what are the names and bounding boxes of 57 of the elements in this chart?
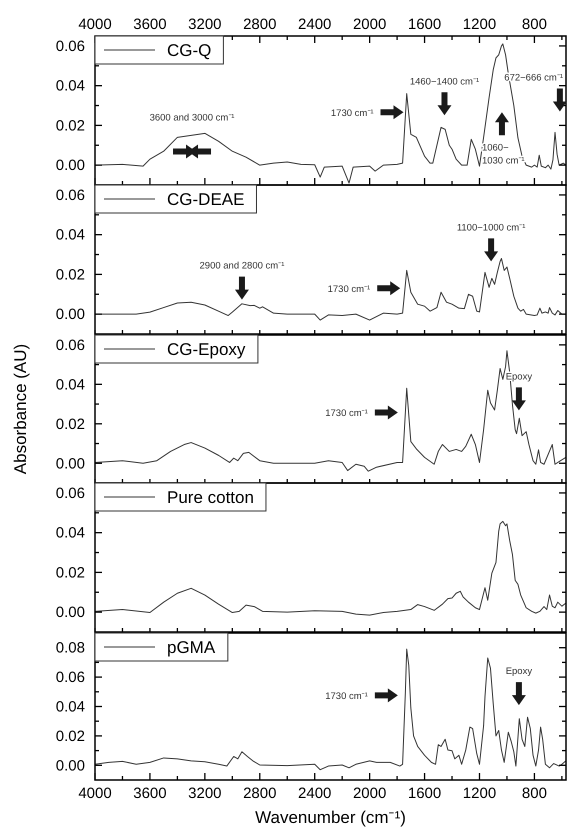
x-tick-label: 4000 [78,16,112,33]
x-tick-label: 800 [522,785,547,802]
y-tick-label: 0.06 [56,669,85,686]
x-tick-label: 3600 [133,785,167,802]
x-tick-label: 1200 [462,16,496,33]
annotation: 3600 and 3000 cm⁻¹ [150,112,234,124]
annotation: Epoxy [506,666,532,678]
line-series [95,520,566,616]
y-tick-label: 0.06 [56,484,85,502]
y-tick-label: 0.06 [56,186,85,204]
y-axis-title: Absorbance (AU) [11,344,30,474]
x-axis-title: Wavenumber (cm⁻¹) [255,808,406,827]
annotation: 1460−1400 cm⁻¹ [410,76,480,88]
y-tick-label: 0.06 [56,38,85,55]
x-tick-label: 3200 [188,785,222,802]
y-tick-label: 0.08 [56,640,85,657]
x-tick-label: 800 [522,16,547,33]
y-tick-label: 0.02 [56,266,85,284]
x-tick-label: 2400 [298,16,332,33]
x-tick-label: 2800 [243,16,276,33]
annotation: 1060−1030 cm⁻¹ [482,142,525,166]
x-tick-label: 4000 [78,785,112,802]
annotation: 1730 cm⁻¹ [330,108,374,119]
annotation: 1730 cm⁻¹ [328,284,370,295]
x-tick-label: 2000 [352,16,386,33]
legend-label: pGMA [167,638,216,657]
y-tick-label: 0.02 [56,117,85,134]
x-tick-label: 2000 [352,785,386,802]
y-tick-label: 0.00 [56,757,85,774]
legend-label: CG-Q [167,41,212,60]
annotation: 1100−1000 cm⁻¹ [456,222,526,234]
y-tick-label: 0.02 [56,564,85,582]
x-tick-label: 1600 [408,785,442,802]
x-tick-label: 2400 [298,785,332,802]
y-tick-label: 0.04 [56,78,85,95]
legend-label: CG-DEAE [167,190,244,209]
x-tick-label: 2800 [243,785,276,802]
x-tick-label: 3200 [188,16,222,33]
y-tick-label: 0.00 [56,455,85,472]
x-tick-label: 3600 [133,16,167,33]
y-tick-label: 0.04 [56,376,85,394]
y-tick-label: 0.00 [56,604,85,622]
annotation: 1730 cm⁻¹ [325,408,368,420]
y-tick-label: 0.02 [56,416,85,433]
y-tick-label: 0.02 [56,728,85,745]
x-tick-label: 1600 [408,16,442,33]
x-tick-label: 1200 [462,785,496,802]
annotation: 1730 cm⁻¹ [325,690,368,702]
legend-label: CG-Epoxy [167,340,246,359]
y-tick-label: 0.04 [56,226,85,244]
y-tick-label: 0.04 [56,698,85,716]
annotation: 2900 and 2800 cm⁻¹ [200,260,284,272]
y-tick-label: 0.00 [56,157,85,174]
legend-label: Pure cotton [167,488,254,507]
y-tick-label: 0.04 [56,524,85,542]
y-tick-label: 0.06 [56,336,85,354]
y-tick-label: 0.00 [56,306,85,324]
